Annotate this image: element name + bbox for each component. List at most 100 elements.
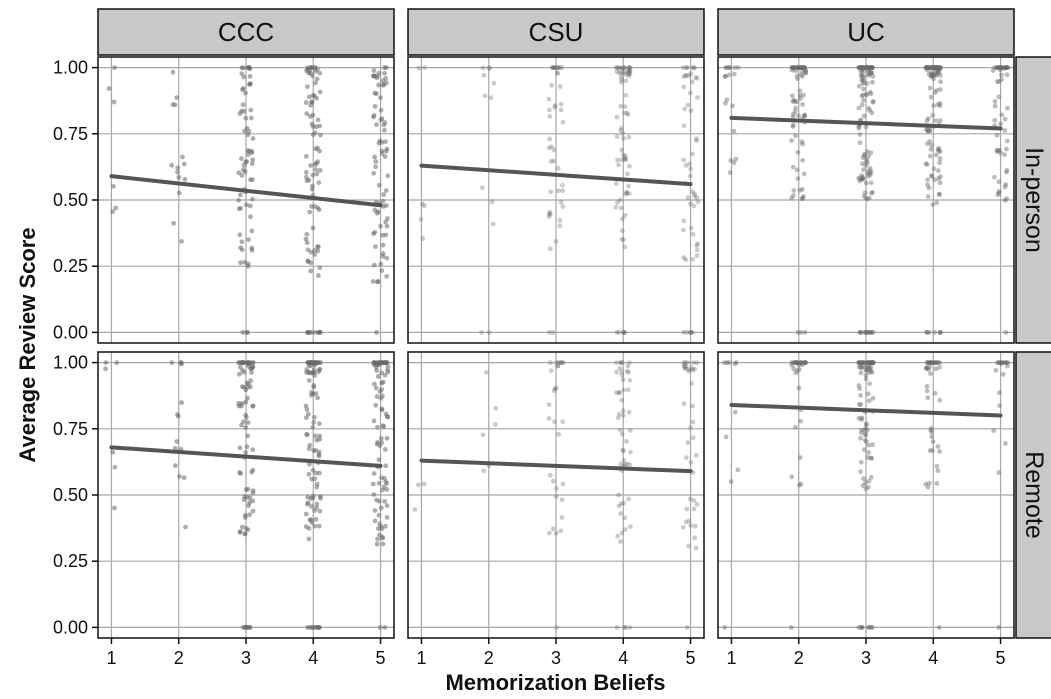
data-point — [558, 101, 564, 107]
data-point — [869, 360, 875, 365]
column-strip: CCC — [97, 8, 395, 56]
data-point — [863, 159, 869, 164]
data-point — [994, 65, 1000, 70]
data-point — [237, 192, 243, 198]
data-point — [242, 169, 248, 175]
data-point — [558, 360, 564, 365]
data-point — [932, 65, 938, 70]
data-point — [479, 330, 484, 335]
data-point — [790, 65, 796, 70]
data-point — [317, 132, 323, 138]
data-point — [865, 484, 871, 490]
data-point — [1003, 182, 1009, 187]
data-point — [694, 75, 700, 81]
data-point — [552, 104, 558, 110]
data-point — [618, 501, 624, 507]
data-point — [169, 162, 175, 168]
column-strip-box — [97, 8, 395, 56]
data-point — [557, 65, 563, 70]
y-tick-label: 0.50 — [53, 190, 88, 210]
data-point — [797, 65, 803, 70]
data-point — [858, 73, 864, 78]
data-point — [245, 486, 251, 492]
data-point — [691, 203, 697, 209]
data-point — [937, 330, 943, 335]
data-point — [303, 153, 309, 159]
data-point — [792, 109, 798, 115]
data-point — [1004, 72, 1010, 78]
data-point — [870, 442, 876, 448]
data-point — [1005, 360, 1010, 365]
data-point — [380, 541, 386, 547]
y-tick-label: 0.75 — [53, 419, 88, 439]
data-point — [304, 240, 310, 246]
data-point — [865, 67, 870, 73]
data-point — [928, 146, 934, 152]
data-point — [860, 65, 865, 70]
data-point — [313, 167, 319, 172]
data-point — [935, 70, 941, 75]
data-point — [305, 258, 311, 264]
data-point — [790, 99, 796, 104]
data-point — [618, 125, 624, 131]
data-point — [856, 65, 862, 70]
data-point — [248, 107, 254, 113]
data-point — [615, 415, 621, 421]
data-point — [421, 481, 427, 487]
data-point — [312, 203, 318, 209]
data-point — [865, 365, 870, 371]
data-point — [619, 397, 625, 403]
data-point — [694, 247, 700, 253]
data-point — [937, 103, 943, 109]
data-point — [693, 452, 699, 458]
data-point — [789, 93, 795, 99]
data-point — [866, 365, 872, 371]
data-point — [250, 403, 256, 409]
data-point — [380, 535, 386, 541]
data-point — [859, 360, 865, 365]
data-point — [691, 498, 697, 504]
data-point — [177, 474, 182, 479]
x-tick-label: 4 — [618, 648, 628, 668]
data-point — [925, 65, 930, 70]
data-point — [924, 161, 930, 167]
panel-frame — [407, 56, 705, 344]
data-point — [799, 65, 805, 70]
data-point — [313, 124, 319, 130]
data-point — [617, 390, 622, 396]
data-point — [372, 90, 378, 96]
data-point — [859, 415, 865, 421]
data-point — [994, 65, 1000, 70]
data-point — [866, 71, 872, 77]
data-point — [695, 199, 701, 205]
data-point — [934, 72, 940, 78]
data-point — [306, 369, 311, 375]
data-point — [553, 385, 559, 391]
data-point — [856, 360, 862, 365]
data-point — [371, 73, 377, 79]
data-point — [789, 138, 794, 143]
data-point — [928, 173, 934, 178]
data-point — [924, 365, 930, 371]
data-point — [620, 152, 626, 158]
data-point — [623, 78, 629, 84]
data-point — [626, 71, 632, 76]
data-point — [243, 90, 248, 96]
data-point — [796, 65, 802, 70]
data-point — [866, 72, 871, 78]
data-point — [416, 65, 422, 71]
data-point — [864, 65, 870, 70]
data-point — [1000, 371, 1006, 377]
data-point — [382, 447, 388, 452]
data-point — [554, 65, 560, 70]
data-point — [626, 409, 632, 415]
data-point — [927, 128, 932, 134]
data-point — [863, 432, 869, 438]
data-point — [864, 368, 869, 373]
data-point — [247, 81, 253, 87]
data-point — [247, 360, 252, 365]
data-point — [371, 170, 377, 176]
data-point — [627, 68, 633, 73]
x-tick-label: 5 — [686, 648, 696, 668]
data-point — [864, 81, 870, 86]
